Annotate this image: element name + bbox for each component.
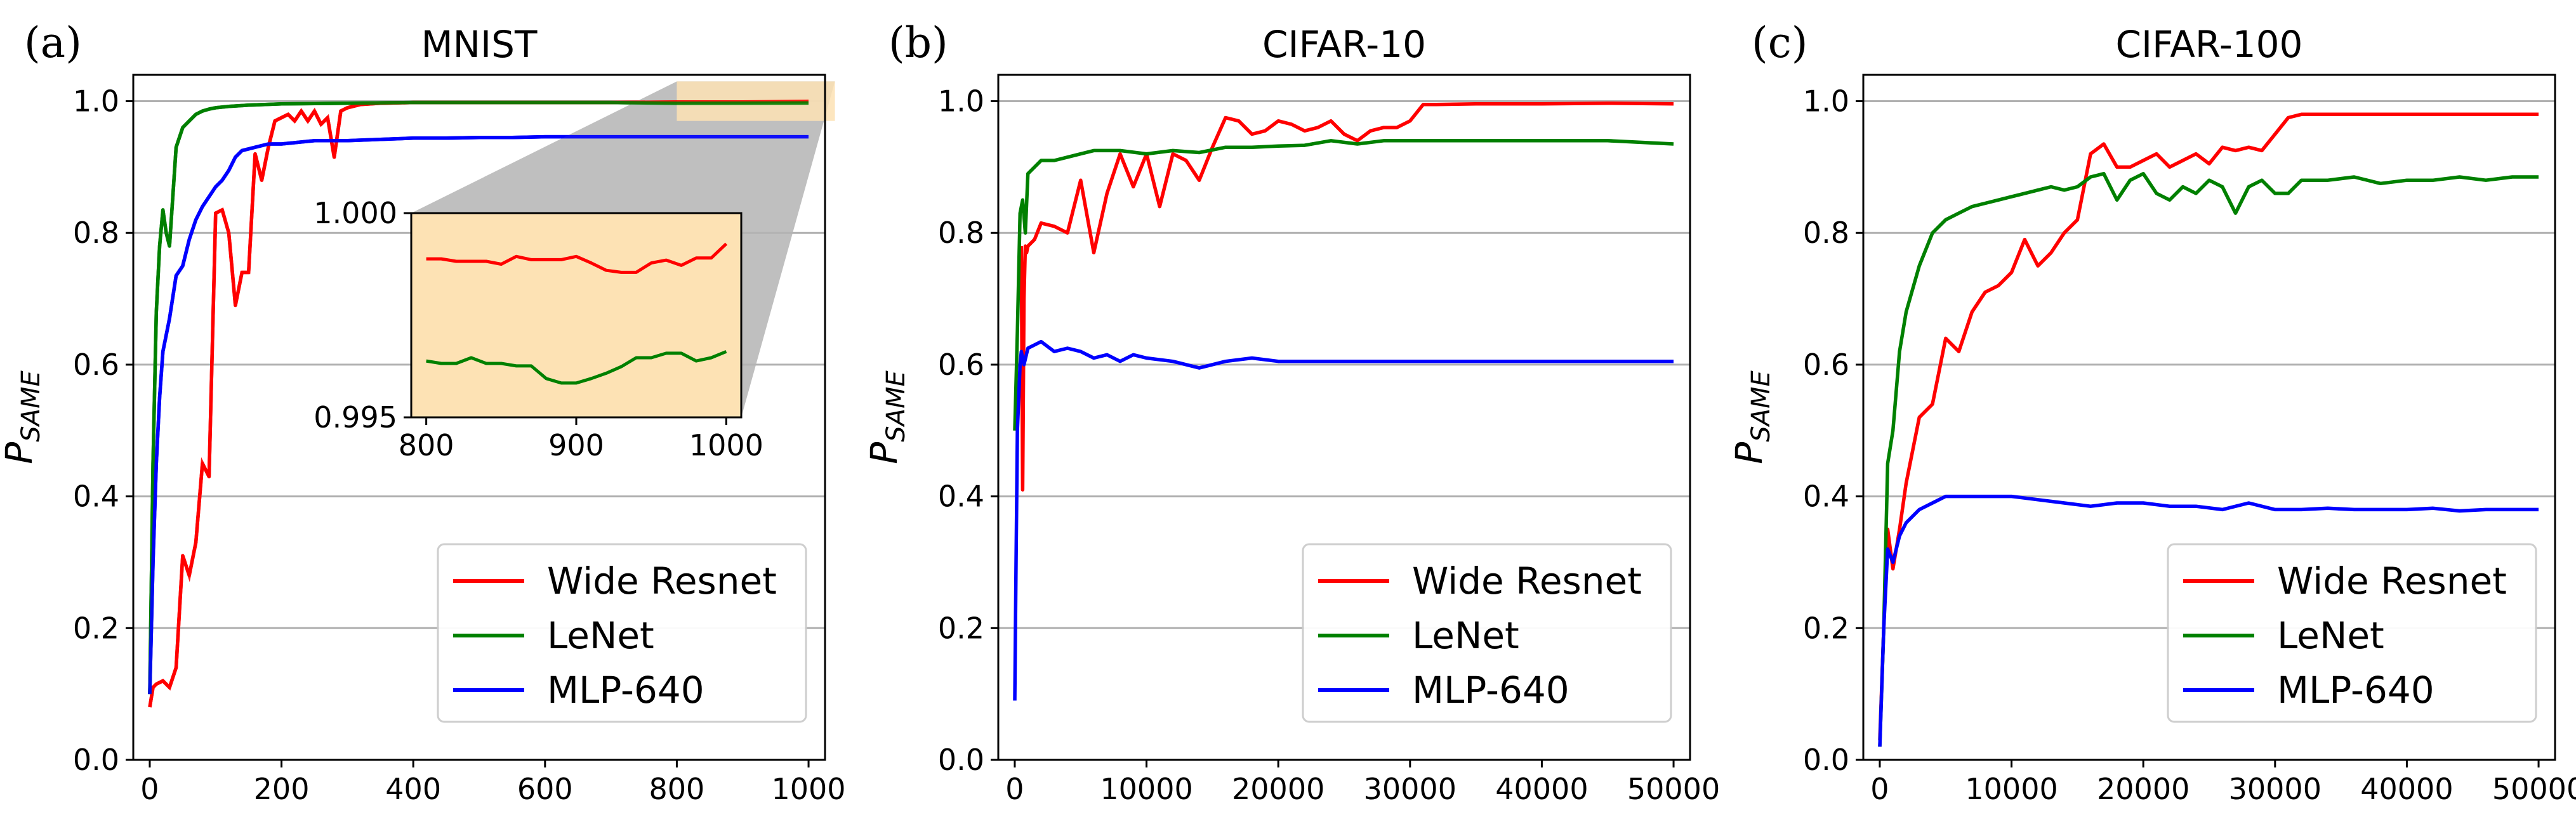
legend-entry: MLP-640 — [2277, 669, 2434, 712]
series-line-overlay — [148, 134, 809, 695]
series-line-mlp-640 — [1878, 494, 2539, 747]
y-axis-label-sub: SAME — [1747, 370, 1776, 442]
y-tick-label: 0.2 — [938, 611, 984, 645]
y-axis-label: PSAME — [1727, 370, 1776, 464]
x-tick-label: 50000 — [2492, 772, 2576, 806]
y-tick-label: 0.6 — [73, 348, 119, 382]
panel-label: (b) — [888, 18, 948, 67]
x-tick-label: 0 — [1005, 772, 1024, 806]
y-axis-label-sub: SAME — [17, 370, 46, 442]
series-line-wide-resnet — [1878, 112, 2539, 740]
inset-x-tick-label: 800 — [399, 428, 454, 462]
y-axis-label: PSAME — [862, 370, 911, 464]
x-tick-label: 0 — [140, 772, 159, 806]
y-axis-label-sub: SAME — [882, 370, 911, 442]
y-tick-label: 1.0 — [1803, 84, 1849, 119]
inset-series-lenet — [426, 349, 727, 385]
plot-area — [1862, 74, 2556, 761]
y-axis-label-main: P — [1727, 442, 1771, 464]
inset-y-tick-label: 0.995 — [314, 400, 397, 434]
y-tick-label: 1.0 — [73, 84, 119, 119]
x-tick-label: 10000 — [1965, 772, 2057, 806]
y-tick-label: 0.8 — [938, 216, 984, 250]
legend — [437, 543, 807, 723]
y-tick-label: 0.0 — [73, 743, 119, 777]
legend — [2167, 543, 2537, 723]
y-tick-label: 0.0 — [1803, 743, 1849, 777]
series-line-wide-resnet — [1019, 101, 1674, 492]
plot-area — [997, 74, 1691, 761]
legend — [1302, 543, 1672, 723]
x-tick-label: 30000 — [2229, 772, 2322, 806]
x-tick-label: 20000 — [2097, 772, 2190, 806]
x-tick-label: 40000 — [2360, 772, 2453, 806]
legend-entry: MLP-640 — [547, 669, 704, 712]
panel-label: (a) — [24, 18, 82, 67]
y-tick-label: 0.4 — [73, 480, 119, 514]
x-tick-label: 40000 — [1495, 772, 1588, 806]
y-tick-label: 0.2 — [73, 611, 119, 645]
y-axis-label-main: P — [862, 442, 906, 464]
chart-title: CIFAR-100 — [2116, 23, 2303, 66]
y-tick-label: 0.4 — [938, 480, 984, 514]
series-line-lenet — [1013, 139, 1674, 431]
series-line-lenet — [1878, 172, 2539, 747]
inset-series-wide-resnet — [426, 242, 728, 274]
panel-2: (b) CIFAR-10 0 10000 20000 30000 40000 50000 0.0… — [862, 18, 1720, 806]
legend-entry: LeNet — [1412, 614, 1519, 657]
x-tick-label: 0 — [1870, 772, 1889, 806]
inset-axes — [410, 212, 743, 419]
legend-entry: Wide Resnet — [2277, 559, 2507, 603]
plot-area — [132, 74, 826, 761]
y-tick-label: 0.4 — [1803, 480, 1849, 514]
x-tick-label: 400 — [385, 772, 441, 806]
y-tick-label: 0.6 — [938, 348, 984, 382]
x-tick-label: 200 — [254, 772, 310, 806]
y-tick-label: 0.0 — [938, 743, 984, 777]
chart-title: CIFAR-10 — [1262, 23, 1426, 66]
chart-title: MNIST — [421, 23, 538, 66]
y-tick-label: 0.6 — [1803, 348, 1849, 382]
x-tick-label: 1000 — [772, 772, 846, 806]
y-tick-label: 0.2 — [1803, 611, 1849, 645]
x-tick-label: 10000 — [1100, 772, 1192, 806]
panel-label: (c) — [1752, 18, 1807, 67]
inset-y-tick-label: 1.000 — [314, 196, 397, 230]
x-tick-label: 50000 — [1627, 772, 1720, 806]
legend-entry: LeNet — [547, 614, 654, 657]
x-tick-label: 600 — [517, 772, 573, 806]
y-tick-label: 0.8 — [73, 216, 119, 250]
panel-3: (c) CIFAR-100 0 10000 20000 30000 40000 50000 0.… — [1727, 18, 2576, 806]
y-axis-label-main: P — [0, 442, 41, 464]
inset-x-tick-label: 1000 — [689, 428, 763, 462]
x-tick-label: 20000 — [1232, 772, 1324, 806]
panel-1: (a) MNIST 800 900 1000 0.995 1.000 0 200 400 600 80… — [0, 18, 846, 806]
legend-entry: Wide Resnet — [1412, 559, 1642, 603]
legend-entry: Wide Resnet — [547, 559, 777, 603]
legend-entry: LeNet — [2277, 614, 2384, 657]
series-line-mlp-640 — [1013, 339, 1674, 701]
y-axis-label: PSAME — [0, 370, 46, 464]
legend-entry: MLP-640 — [1412, 669, 1569, 712]
inset-x-tick-label: 900 — [548, 428, 604, 462]
x-tick-label: 30000 — [1364, 772, 1456, 806]
y-tick-label: 0.8 — [1803, 216, 1849, 250]
x-tick-label: 800 — [649, 772, 705, 806]
y-tick-label: 1.0 — [938, 84, 984, 119]
series-line-overlay — [148, 100, 809, 695]
